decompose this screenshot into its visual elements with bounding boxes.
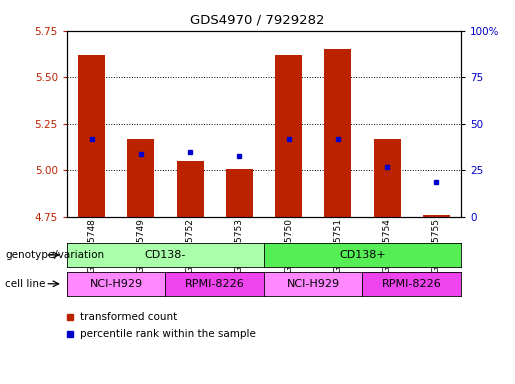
Text: GDS4970 / 7929282: GDS4970 / 7929282 <box>190 13 325 26</box>
Text: RPMI-8226: RPMI-8226 <box>185 279 245 289</box>
Text: transformed count: transformed count <box>80 312 177 322</box>
Text: genotype/variation: genotype/variation <box>5 250 104 260</box>
Text: NCI-H929: NCI-H929 <box>287 279 340 289</box>
Bar <box>226 169 253 217</box>
Text: RPMI-8226: RPMI-8226 <box>382 279 441 289</box>
Text: percentile rank within the sample: percentile rank within the sample <box>80 329 256 339</box>
Bar <box>275 55 302 217</box>
Bar <box>177 161 203 217</box>
Bar <box>78 55 105 217</box>
Bar <box>423 215 450 217</box>
Bar <box>127 139 154 217</box>
Bar <box>373 139 401 217</box>
Text: CD138+: CD138+ <box>339 250 386 260</box>
Text: cell line: cell line <box>5 279 45 289</box>
Text: CD138-: CD138- <box>145 250 186 260</box>
Text: NCI-H929: NCI-H929 <box>90 279 143 289</box>
Bar <box>324 49 351 217</box>
